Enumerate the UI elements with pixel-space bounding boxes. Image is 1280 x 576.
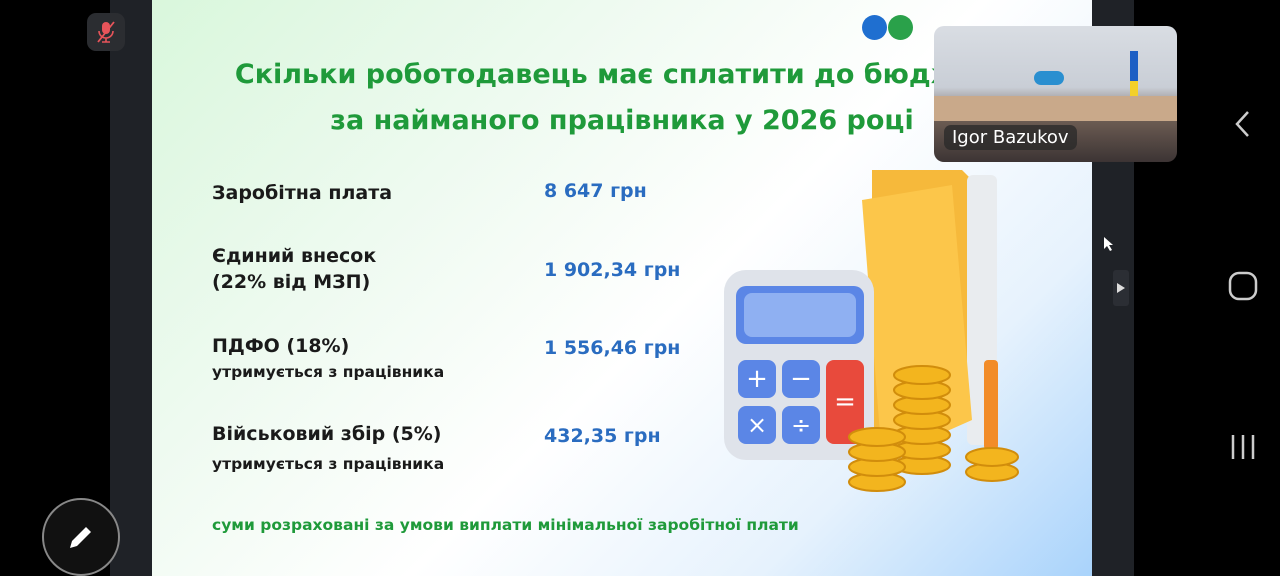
row-value-pdfo: 1 556,46 грн bbox=[544, 337, 681, 359]
row-value-salary: 8 647 грн bbox=[544, 180, 647, 202]
svg-text:+: + bbox=[746, 364, 768, 394]
svg-text:=: = bbox=[834, 387, 856, 417]
row-label-pdfo: ПДФО (18%) утримується з працівника bbox=[212, 335, 445, 381]
title-line-2: за найманого працівника у 2026 році bbox=[330, 105, 914, 136]
mouse-cursor-icon bbox=[1104, 237, 1113, 251]
recents-icon[interactable] bbox=[1229, 433, 1257, 461]
slide-title: Скільки роботодавець має сплатити до бюд… bbox=[152, 52, 1092, 144]
flag bbox=[1130, 51, 1138, 111]
meeting-table bbox=[934, 96, 1177, 121]
pencil-icon bbox=[70, 527, 91, 548]
calculator-folder-coins-illustration: + − = × ÷ bbox=[724, 170, 1019, 492]
participant-video-tile[interactable]: Igor Bazukov bbox=[934, 26, 1177, 162]
annotate-button[interactable] bbox=[42, 498, 120, 576]
svg-text:÷: ÷ bbox=[791, 411, 811, 439]
svg-text:−: − bbox=[790, 364, 812, 394]
expand-panel-handle[interactable] bbox=[1113, 270, 1129, 306]
row-value-esv: 1 902,34 грн bbox=[544, 259, 681, 281]
back-icon[interactable] bbox=[1233, 110, 1253, 138]
left-panel bbox=[110, 0, 152, 576]
svg-text:×: × bbox=[747, 411, 767, 439]
home-icon[interactable] bbox=[1228, 271, 1258, 301]
tax-service-logo bbox=[862, 15, 913, 40]
row-label-military: Військовий збір (5%) утримується з праців… bbox=[212, 423, 445, 473]
participant-name-label: Igor Bazukov bbox=[944, 125, 1077, 150]
title-line-1: Скільки роботодавець має сплатити до бюд… bbox=[234, 59, 1010, 90]
row-label-salary: Заробітна плата bbox=[212, 182, 393, 204]
play-arrow-icon bbox=[1117, 283, 1125, 293]
row-label-esv: Єдиний внесок (22% від МЗП) bbox=[212, 245, 377, 293]
mic-muted-button[interactable] bbox=[87, 13, 125, 51]
video-wall-logo bbox=[1034, 71, 1064, 85]
slide-footnote: суми розраховані за умови виплати мініма… bbox=[212, 516, 799, 534]
row-value-military: 432,35 грн bbox=[544, 425, 661, 447]
mic-off-icon bbox=[97, 21, 115, 43]
